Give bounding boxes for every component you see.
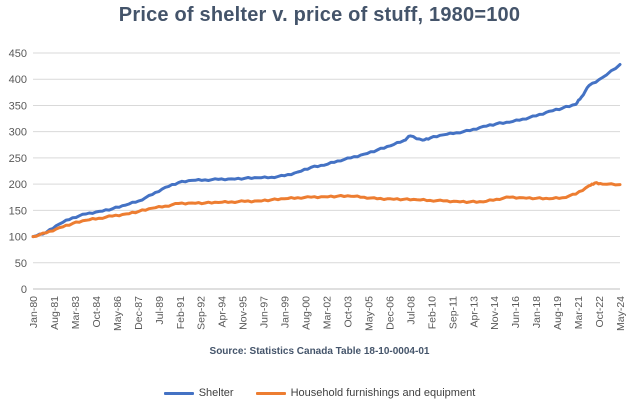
y-tick-label: 450 — [9, 48, 27, 60]
legend-swatch-shelter — [163, 391, 194, 395]
series-line-shelter — [31, 63, 622, 239]
x-tick-label: May-86 — [112, 296, 124, 331]
x-tick-label: Feb-91 — [175, 296, 187, 329]
x-tick-label: Aug-19 — [552, 296, 564, 330]
y-tick-label: 200 — [9, 179, 27, 191]
x-tick-label: Oct-84 — [91, 296, 103, 328]
y-tick-label: 100 — [9, 232, 27, 244]
y-tick-label: 400 — [9, 74, 27, 86]
x-tick-label: Dec-06 — [384, 296, 396, 330]
x-tick-label: Feb-10 — [426, 296, 438, 329]
x-tick-label: Dec-87 — [133, 296, 145, 330]
y-tick-label: 0 — [21, 284, 27, 296]
x-axis-ticks: Jan-80 Aug-81 Mar-83 Oct-84 May-86 Dec-87 Jul-… — [28, 296, 627, 331]
x-tick-label: Aug-00 — [301, 296, 313, 330]
legend-label-furnishings: Household furnishings and equipment — [290, 387, 476, 399]
legend: Shelter Household furnishings and equipm… — [0, 387, 639, 399]
x-tick-label: Jul-08 — [405, 296, 417, 325]
y-tick-label: 300 — [9, 127, 27, 139]
y-axis-ticks: 0 50 100 150 200 250 300 350 400 450 — [9, 48, 27, 296]
legend-item-furnishings: Household furnishings and equipment — [255, 387, 476, 399]
x-tick-label: Sep-92 — [196, 296, 208, 330]
x-tick-label: Mar-21 — [573, 296, 585, 329]
y-tick-label: 50 — [15, 258, 27, 270]
series-lines — [31, 63, 622, 239]
series-line-household-furnishings — [31, 181, 622, 239]
y-tick-label: 250 — [9, 153, 27, 165]
y-tick-label: 150 — [9, 205, 27, 217]
x-tick-label: Nov-14 — [489, 296, 501, 330]
legend-item-shelter: Shelter — [163, 387, 234, 399]
x-tick-label: Apr-94 — [217, 296, 229, 328]
legend-swatch-furnishings — [255, 391, 286, 395]
x-tick-label: Jun-16 — [510, 296, 522, 328]
line-chart: 0 50 100 150 200 250 300 350 400 450 Jan-80 Aug-81… — [9, 48, 627, 331]
x-tick-label: Apr-13 — [468, 296, 480, 328]
x-tick-label: Jan-99 — [280, 296, 292, 328]
x-tick-label: Nov-95 — [238, 296, 250, 330]
x-tick-label: Oct-22 — [594, 296, 606, 328]
gridlines — [33, 52, 620, 290]
x-tick-label: Jun-97 — [259, 296, 271, 328]
x-tick-label: Aug-81 — [49, 296, 61, 330]
x-tick-label: Oct-03 — [342, 296, 354, 328]
legend-label-shelter: Shelter — [198, 387, 234, 399]
x-tick-label: Mar-02 — [322, 296, 334, 329]
x-tick-label: May-24 — [615, 296, 627, 331]
x-tick-label: Sep-11 — [447, 296, 459, 329]
x-tick-label: Jan-80 — [28, 296, 40, 328]
chart-source: Source: Statistics Canada Table 18-10-00… — [209, 346, 430, 357]
x-tick-label: May-05 — [363, 296, 375, 331]
y-tick-label: 350 — [9, 100, 27, 112]
x-tick-label: Mar-83 — [70, 296, 82, 329]
chart-title: Price of shelter v. price of stuff, 1980… — [118, 4, 521, 26]
x-tick-label: Jan-18 — [531, 296, 543, 328]
x-tick-label: Jul-89 — [154, 296, 166, 325]
